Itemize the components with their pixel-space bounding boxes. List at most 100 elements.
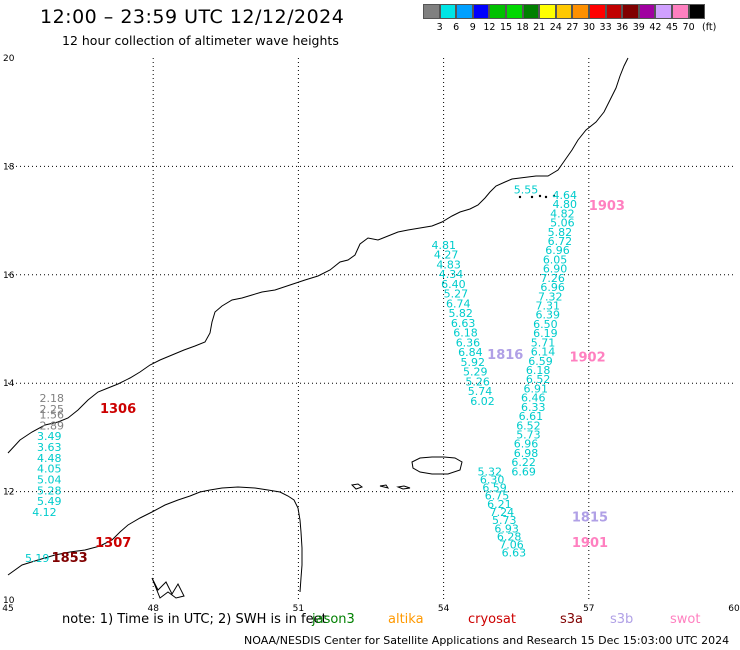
legend-label: 42 xyxy=(649,22,662,33)
legend-swatch xyxy=(539,4,556,19)
wave-height-label: 2.25 xyxy=(39,403,64,416)
wave-height-label: 6.96 xyxy=(514,438,539,451)
legend-label: 30 xyxy=(582,22,596,33)
islet-dot xyxy=(552,194,556,198)
wave-height-label: 6.46 xyxy=(521,392,546,405)
lon-tick-label: 60 xyxy=(728,604,740,614)
pass-time-label: 1901 xyxy=(572,536,608,551)
wave-height-label: 4.64 xyxy=(553,189,578,202)
legend-label: 36 xyxy=(616,22,629,33)
wave-height-label: 1.56 xyxy=(39,408,64,421)
wave-height-label: 5.71 xyxy=(531,336,556,349)
wave-height-label: 6.63 xyxy=(451,317,476,330)
wave-height-label: 6.02 xyxy=(470,395,495,408)
wave-height-label: 5.73 xyxy=(516,428,541,441)
pass-time-label: 1902 xyxy=(569,351,605,366)
legend-label: 3 xyxy=(436,22,443,33)
lat-tick-label: 16 xyxy=(3,271,15,281)
wave-height-label: 6.59 xyxy=(528,355,553,368)
wave-height-label: 5.04 xyxy=(37,473,62,486)
wave-height-label: 6.36 xyxy=(456,336,481,349)
wave-height-label: 4.27 xyxy=(434,249,459,262)
color-legend: 3 6 9 12 15 18 21 24 27 30 33 36 39 42 45 70 (ft) xyxy=(423,4,716,33)
wave-height-label: 5.26 xyxy=(465,375,490,388)
lon-tick-label: 54 xyxy=(438,604,450,614)
wave-height-label: 6.93 xyxy=(494,522,519,535)
legend-label: 70 xyxy=(682,22,695,33)
islet-dot xyxy=(544,195,548,199)
legend-label: 9 xyxy=(469,22,476,33)
wave-height-label: 6.72 xyxy=(548,235,573,248)
wave-height-label: 4.83 xyxy=(436,258,461,271)
pass-time-label: 1816 xyxy=(487,348,523,363)
pass-time-label: 1815 xyxy=(572,510,608,525)
wave-height-label: 6.19 xyxy=(533,327,558,340)
wave-height-label: 4.12 xyxy=(32,506,57,519)
wave-height-label: 6.84 xyxy=(458,346,483,359)
wave-height-label: 6.74 xyxy=(446,297,471,310)
legend-swatch xyxy=(655,4,672,19)
wave-height-label: 2.18 xyxy=(39,392,64,405)
lon-tick-label: 57 xyxy=(583,604,594,614)
pass-time-label: 1307 xyxy=(95,536,131,551)
wave-height-label: 3.63 xyxy=(37,441,62,454)
legend-label: 27 xyxy=(566,22,579,33)
wave-height-label: 6.75 xyxy=(485,490,510,503)
wave-height-label: 7.31 xyxy=(536,299,561,312)
legend-swatch xyxy=(671,4,689,19)
map-frame xyxy=(8,58,734,600)
wave-height-label: 5.73 xyxy=(492,514,517,527)
islet-dot xyxy=(530,195,534,199)
wave-height-label: 5.74 xyxy=(468,385,493,398)
legend-label: 39 xyxy=(632,22,645,33)
wave-height-label: 5.55 xyxy=(514,184,539,197)
wave-height-label: 5.82 xyxy=(548,226,573,239)
lon-tick-label: 51 xyxy=(293,604,304,614)
wave-height-label: 6.52 xyxy=(516,419,541,432)
wave-height-label: 6.50 xyxy=(533,318,558,331)
wave-height-label: 7.26 xyxy=(540,272,565,285)
legend-swatch xyxy=(622,4,639,19)
legend-swatch xyxy=(605,4,623,19)
legend-label: 45 xyxy=(665,22,679,33)
wave-height-label: 6.05 xyxy=(543,253,568,266)
credit-line: NOAA/NESDIS Center for Satellite Applica… xyxy=(244,634,730,647)
legend-swatch xyxy=(439,4,457,19)
wave-height-label: 5.49 xyxy=(37,495,62,508)
islet xyxy=(396,485,411,490)
wave-height-label: 4.48 xyxy=(37,452,62,465)
wave-height-label: 6.90 xyxy=(543,263,568,276)
satellite-label-jason3: jason3 xyxy=(312,612,355,627)
wave-height-label: 6.98 xyxy=(514,447,539,460)
lat-tick-label: 14 xyxy=(3,379,15,389)
legend-swatch xyxy=(489,4,506,19)
wave-height-label: 6.18 xyxy=(526,364,551,377)
wave-height-label: 5.19 xyxy=(25,552,50,565)
wave-height-label: 5.06 xyxy=(550,217,575,230)
wave-height-label: 6.91 xyxy=(523,382,548,395)
wave-height-label: 5.92 xyxy=(461,356,486,369)
islet-dot xyxy=(518,195,522,199)
wave-height-label: 4.81 xyxy=(432,239,457,252)
legend-label: 21 xyxy=(533,22,546,33)
legend-unit: (ft) xyxy=(702,22,717,33)
wave-height-label: 6.30 xyxy=(480,473,505,486)
legend-swatch xyxy=(555,4,573,19)
legend-label: 18 xyxy=(516,22,529,33)
wave-height-label: 4.80 xyxy=(553,198,578,211)
wave-height-label: 3.49 xyxy=(37,430,62,443)
wave-height-label: 6.69 xyxy=(511,465,536,478)
wave-height-label: 6.33 xyxy=(521,401,546,414)
legend-swatches xyxy=(423,4,706,19)
satellite-label-s3a: s3a xyxy=(560,612,584,627)
legend-label: 24 xyxy=(549,22,562,33)
wave-height-label: 6.28 xyxy=(497,530,521,543)
legend-swatch xyxy=(472,4,490,19)
coastline-arabia xyxy=(7,57,629,454)
legend-swatch xyxy=(456,4,473,19)
wave-height-label: 6.63 xyxy=(502,547,527,560)
wave-height-label: 4.82 xyxy=(550,207,575,220)
wave-height-label: 6.21 xyxy=(487,498,512,511)
wave-height-label: 6.52 xyxy=(526,373,551,386)
